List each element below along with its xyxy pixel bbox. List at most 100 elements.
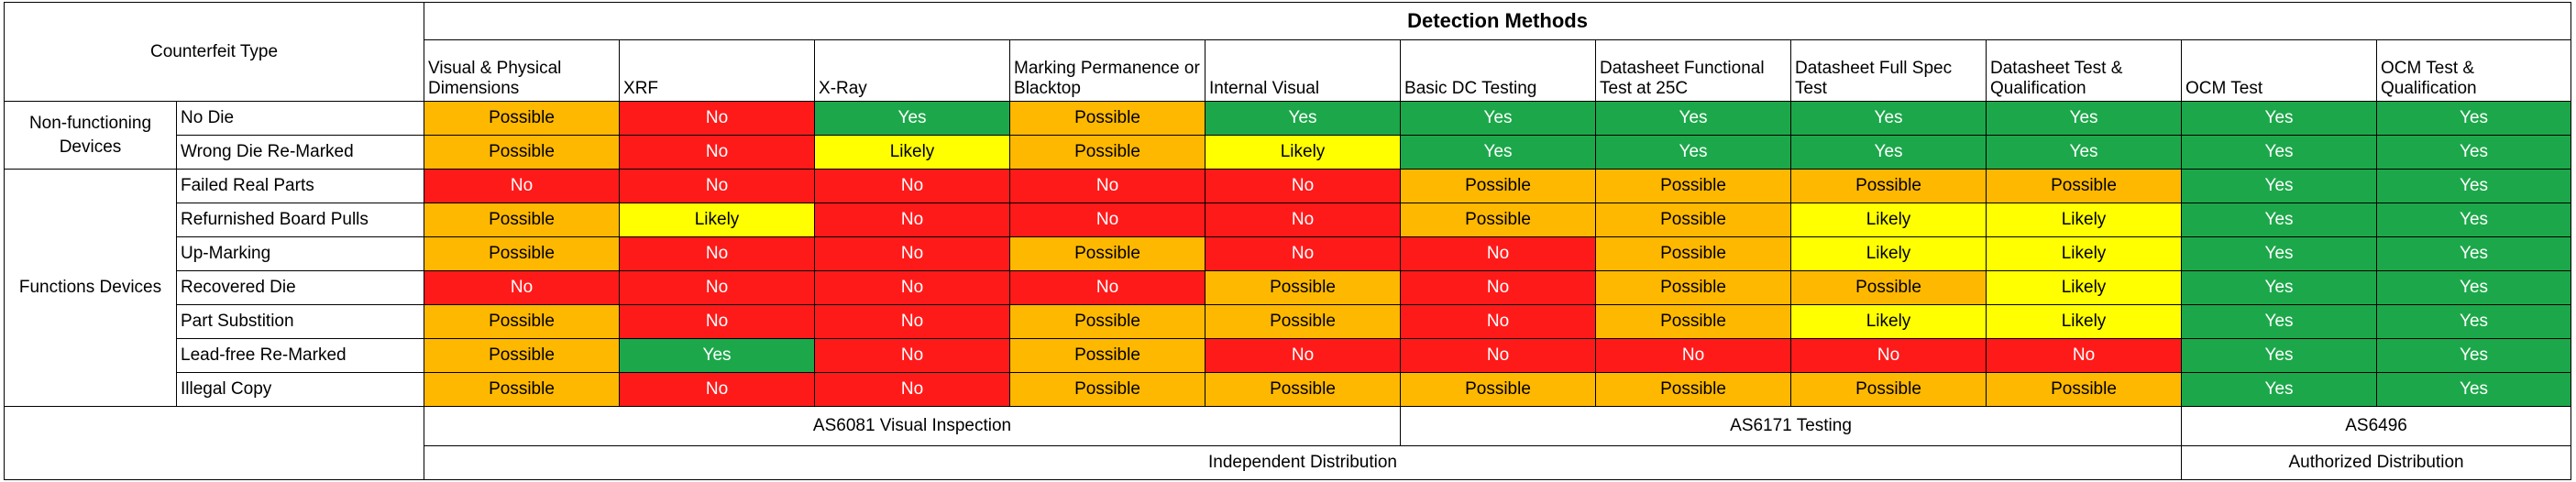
result-cell: No	[1205, 169, 1402, 203]
result-cell: Yes	[2181, 338, 2378, 373]
result-cell: Yes	[2376, 101, 2572, 136]
result-cell: No	[814, 372, 1011, 407]
result-cell: Likely	[1790, 304, 1987, 339]
result-cell: Likely	[1986, 304, 2183, 339]
method-header-visual-physical-dimensions: Visual & Physical Dimensions	[424, 39, 621, 102]
result-cell: Possible	[1009, 135, 1206, 170]
result-cell: No	[814, 169, 1011, 203]
result-cell: No	[619, 236, 816, 271]
result-cell: No	[1400, 338, 1597, 373]
result-cell: Likely	[1205, 135, 1402, 170]
result-cell: Likely	[1986, 270, 2183, 305]
detection-matrix-table: Counterfeit Type Detection Methods Visua…	[3, 2, 2572, 480]
result-cell: Yes	[814, 101, 1011, 136]
result-cell: Possible	[1986, 169, 2183, 203]
result-cell: No	[814, 338, 1011, 373]
result-cell: Yes	[1790, 135, 1987, 170]
result-cell: No	[814, 236, 1011, 271]
table-row: Non-functioning Devices No Die Possible No Y…	[4, 101, 2572, 170]
standard-as6496: AS6496	[2181, 406, 2572, 446]
result-cell: No	[619, 169, 816, 203]
method-header-internal-visual: Internal Visual	[1205, 39, 1402, 102]
table-row: Refurnished Board Pulls Possible Likely No N…	[5, 203, 2572, 237]
result-cell: Possible	[1790, 372, 1987, 407]
table-row: Part Substition Possible No No Possible Possi…	[5, 304, 2572, 339]
result-cell: Yes	[2376, 169, 2572, 203]
table-row: Wrong Die Re-Marked Possible No Likely Possi…	[5, 135, 2572, 170]
result-cell: No	[1400, 236, 1597, 271]
result-cell: Yes	[2376, 372, 2572, 407]
result-cell: Yes	[2181, 236, 2378, 271]
result-cell: Yes	[2376, 236, 2572, 271]
matrix-body: Non-functioning Devices No Die Possible No Y…	[4, 101, 2572, 407]
result-cell: Possible	[1400, 203, 1597, 237]
result-cell: Possible	[424, 236, 621, 271]
result-cell: Yes	[2376, 338, 2572, 373]
result-cell: Possible	[1595, 203, 1792, 237]
result-cell: Yes	[1400, 135, 1597, 170]
row-label: No Die	[175, 101, 425, 136]
row-label: Failed Real Parts	[175, 169, 425, 203]
row-label: Part Substition	[175, 304, 425, 339]
result-cell: Yes	[2181, 304, 2378, 339]
result-cell: No	[1205, 236, 1402, 271]
distribution-row: Independent Distribution Authorized Dist…	[5, 445, 2572, 480]
result-cell: Yes	[2181, 270, 2378, 305]
result-cell: Possible	[1009, 304, 1206, 339]
method-header-basic-dc-testing: Basic DC Testing	[1400, 39, 1597, 102]
method-header-ocm-test: OCM Test	[2181, 39, 2378, 102]
result-cell: Possible	[1595, 372, 1792, 407]
footer-blank-cell	[3, 406, 425, 480]
table-row: Recovered Die No No No No Possible No Possible P…	[5, 270, 2572, 305]
counterfeit-type-header: Counterfeit Type	[3, 2, 425, 102]
result-cell: Likely	[1986, 203, 2183, 237]
result-cell: Possible	[1400, 372, 1597, 407]
method-header-x-ray: X-Ray	[814, 39, 1011, 102]
result-cell: Yes	[2181, 372, 2378, 407]
result-cell: Yes	[1595, 101, 1792, 136]
result-cell: Yes	[2376, 304, 2572, 339]
result-cell: Yes	[1205, 101, 1402, 136]
result-cell: Possible	[424, 372, 621, 407]
result-cell: Yes	[1986, 101, 2183, 136]
table-row: Illegal Copy Possible No No Possible Possible…	[5, 372, 2572, 407]
table-row: Up-Marking Possible No No Possible No No Possib…	[5, 236, 2572, 271]
table-row: Functions Devices Failed Real Parts No No No…	[4, 169, 2572, 407]
result-cell: Possible	[1205, 372, 1402, 407]
result-cell: Yes	[2181, 203, 2378, 237]
row-label: Lead-free Re-Marked	[175, 338, 425, 373]
result-cell: No	[619, 304, 816, 339]
table-row: Lead-free Re-Marked Possible Yes No Possible…	[5, 338, 2572, 373]
result-cell: No	[1205, 338, 1402, 373]
result-cell: Yes	[1595, 135, 1792, 170]
method-header-xrf: XRF	[619, 39, 816, 102]
result-cell: No	[619, 372, 816, 407]
result-cell: No	[1009, 169, 1206, 203]
result-cell: Yes	[2376, 135, 2572, 170]
result-cell: Yes	[2181, 169, 2378, 203]
result-cell: Possible	[1009, 236, 1206, 271]
result-cell: No	[1400, 270, 1597, 305]
result-cell: Possible	[1595, 169, 1792, 203]
result-cell: No	[1400, 304, 1597, 339]
result-cell: Possible	[1009, 101, 1206, 136]
row-label: Illegal Copy	[175, 372, 425, 407]
result-cell: No	[1009, 270, 1206, 305]
result-cell: Yes	[1400, 101, 1597, 136]
authorized-distribution: Authorized Distribution	[2181, 445, 2572, 480]
result-cell: No	[1790, 338, 1987, 373]
result-cell: Possible	[424, 135, 621, 170]
method-header-ocm-test-qualification: OCM Test & Qualification	[2376, 39, 2572, 102]
group-label: Functions Devices	[4, 169, 177, 407]
standards-row: AS6081 Visual Inspection AS6171 Testing …	[3, 406, 2572, 480]
result-cell: No	[814, 203, 1011, 237]
result-cell: Likely	[814, 135, 1011, 170]
result-cell: Yes	[1986, 135, 2183, 170]
result-cell: No	[1986, 338, 2183, 373]
result-cell: Possible	[424, 203, 621, 237]
result-cell: Yes	[619, 338, 816, 373]
result-cell: No	[814, 304, 1011, 339]
result-cell: Possible	[1400, 169, 1597, 203]
method-header-datasheet-full-spec-test: Datasheet Full Spec Test	[1790, 39, 1987, 102]
result-cell: Possible	[1009, 372, 1206, 407]
